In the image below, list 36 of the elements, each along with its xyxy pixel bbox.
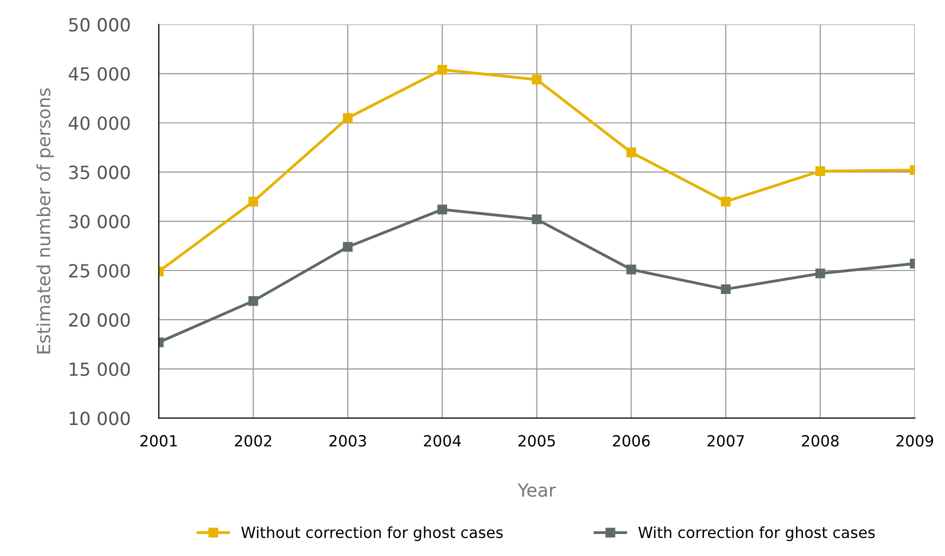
x-tick-label: 2008 [802, 435, 839, 447]
x-tick-label: 2003 [329, 435, 366, 447]
x-tick-label: 2002 [234, 435, 272, 447]
legend-label: With correction for ghost cases [638, 526, 875, 542]
legend-label: Without correction for ghost cases [241, 526, 503, 542]
x-tick-label: 2006 [612, 435, 650, 447]
y-tick-label: 50 000 [69, 18, 130, 32]
y-tick-label: 10 000 [70, 412, 130, 426]
y-tick-label: 30 000 [69, 214, 130, 228]
x-tick-label: 2001 [140, 435, 177, 447]
y-tick-label: 20 000 [69, 313, 130, 327]
point [248, 296, 258, 306]
point [815, 268, 826, 278]
point [437, 64, 448, 75]
y-tick-label: 35 000 [69, 166, 130, 180]
point [532, 214, 542, 224]
point [437, 204, 448, 214]
y-tick-label: 40 000 [68, 116, 130, 130]
point [342, 242, 353, 252]
point [720, 196, 731, 206]
point [720, 284, 731, 294]
x-tick-label: 2007 [707, 435, 744, 447]
x-tick-label: 2004 [424, 435, 461, 447]
y-tick-label: 25 000 [69, 264, 130, 278]
point [248, 196, 258, 206]
x-tick-label: 2005 [518, 435, 555, 447]
x-tick-label: 2009 [896, 435, 934, 447]
y-tick-label: 45 000 [68, 67, 130, 81]
point [342, 113, 353, 123]
point [626, 264, 636, 274]
point [815, 166, 826, 176]
x-axis-title: Year [518, 483, 556, 497]
point [532, 74, 542, 84]
y-tick-label: 15 000 [70, 362, 130, 376]
y-axis-title: Estimated number of persons [36, 88, 54, 354]
point [626, 148, 636, 158]
